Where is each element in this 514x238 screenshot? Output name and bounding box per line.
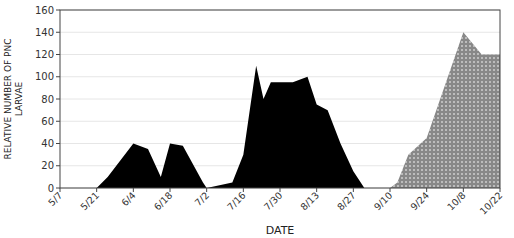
y-tick-label: 20 [41,160,54,171]
y-axis: 020406080100120140160 [35,5,60,194]
x-axis: 5/7 5/21 6/4 6/18 7/2 7/16 7/30 8/13 8/27 9/10 9/2… [46,188,505,217]
y-tick [56,99,60,100]
plot-frame [60,10,500,188]
x-tick [243,188,244,192]
grid-line [60,54,500,55]
x-tick [390,188,391,192]
y-tick-label: 80 [41,94,54,105]
x-tick-label: 7/30 [262,190,285,213]
y-tick-label: 100 [35,71,54,82]
x-tick [170,188,171,192]
x-tick-label: 5/21 [78,190,101,213]
x-tick [316,188,317,192]
x-tick [280,188,281,192]
y-tick [56,121,60,122]
y-tick [56,188,60,189]
y-tick-label: 120 [35,49,54,60]
y-tick [56,54,60,55]
y-axis-label: RELATIVE NUMBER OF PNCLARVAE [3,38,24,159]
x-tick-label: 6/4 [119,190,138,209]
y-tick [56,76,60,77]
x-tick-label: 10/8 [445,190,468,213]
x-tick-label: 5/7 [46,190,65,209]
x-tick-label: 8/27 [335,190,358,213]
x-tick [96,188,97,192]
x-tick-label: 7/16 [225,190,248,213]
x-tick [60,188,61,192]
y-tick [56,32,60,33]
y-tick [56,143,60,144]
grid-line [60,76,500,77]
x-tick-label: 9/24 [408,190,431,213]
x-tick-label: 8/13 [298,190,321,213]
y-tick [56,165,60,166]
area [60,66,427,188]
y-tick-label: 140 [35,27,54,38]
x-tick [206,188,207,192]
area-texture [390,32,500,188]
x-tick-label: 7/2 [192,190,211,209]
y-tick [56,10,60,11]
x-tick-label: 6/18 [152,190,175,213]
grid-line [60,32,500,33]
x-tick [426,188,427,192]
y-tick-label: 160 [35,5,54,16]
x-axis-label: DATE [266,224,295,237]
y-tick-label: 40 [41,138,54,149]
x-tick [353,188,354,192]
x-tick [133,188,134,192]
y-tick-label: 60 [41,116,54,127]
chart: 0204060801001201401605/75/216/46/187/27/… [0,0,514,238]
grid [60,10,500,188]
x-tick [500,188,501,192]
x-tick-label: 9/10 [372,190,395,213]
plot-area [60,32,500,188]
x-tick [463,188,464,192]
x-tick-label: 10/22 [477,190,504,217]
area [390,32,500,188]
